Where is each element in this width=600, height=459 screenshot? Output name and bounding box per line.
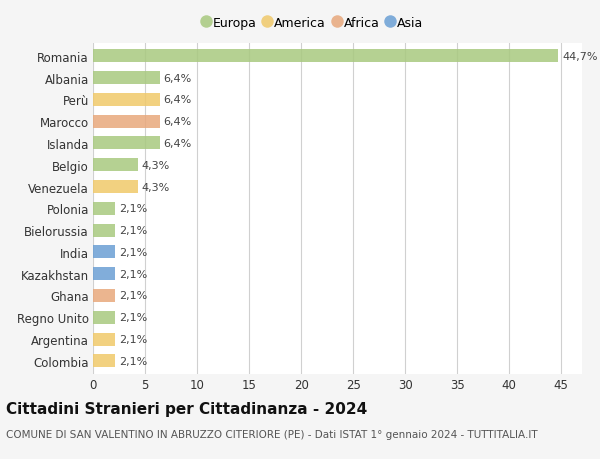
Text: 2,1%: 2,1% xyxy=(119,313,147,323)
Text: 2,1%: 2,1% xyxy=(119,291,147,301)
Text: 44,7%: 44,7% xyxy=(562,52,598,62)
Text: 2,1%: 2,1% xyxy=(119,356,147,366)
Bar xyxy=(93,246,115,259)
Bar xyxy=(93,224,115,237)
Bar xyxy=(93,50,558,63)
Bar xyxy=(93,159,138,172)
Text: Cittadini Stranieri per Cittadinanza - 2024: Cittadini Stranieri per Cittadinanza - 2… xyxy=(6,402,367,417)
Text: 4,3%: 4,3% xyxy=(142,160,170,170)
Text: 2,1%: 2,1% xyxy=(119,334,147,344)
Bar xyxy=(93,311,115,324)
Bar xyxy=(93,333,115,346)
Legend: Europa, America, Africa, Asia: Europa, America, Africa, Asia xyxy=(198,12,428,35)
Bar xyxy=(93,354,115,368)
Text: 6,4%: 6,4% xyxy=(164,73,192,84)
Text: 2,1%: 2,1% xyxy=(119,204,147,214)
Bar xyxy=(93,268,115,280)
Bar xyxy=(93,115,160,129)
Text: 6,4%: 6,4% xyxy=(164,117,192,127)
Text: 2,1%: 2,1% xyxy=(119,225,147,235)
Text: 4,3%: 4,3% xyxy=(142,182,170,192)
Bar xyxy=(93,137,160,150)
Bar xyxy=(93,202,115,215)
Text: 2,1%: 2,1% xyxy=(119,247,147,257)
Text: COMUNE DI SAN VALENTINO IN ABRUZZO CITERIORE (PE) - Dati ISTAT 1° gennaio 2024 -: COMUNE DI SAN VALENTINO IN ABRUZZO CITER… xyxy=(6,429,538,439)
Text: 2,1%: 2,1% xyxy=(119,269,147,279)
Text: 6,4%: 6,4% xyxy=(164,139,192,149)
Bar xyxy=(93,94,160,106)
Bar xyxy=(93,180,138,194)
Bar xyxy=(93,289,115,302)
Bar xyxy=(93,72,160,85)
Text: 6,4%: 6,4% xyxy=(164,95,192,105)
